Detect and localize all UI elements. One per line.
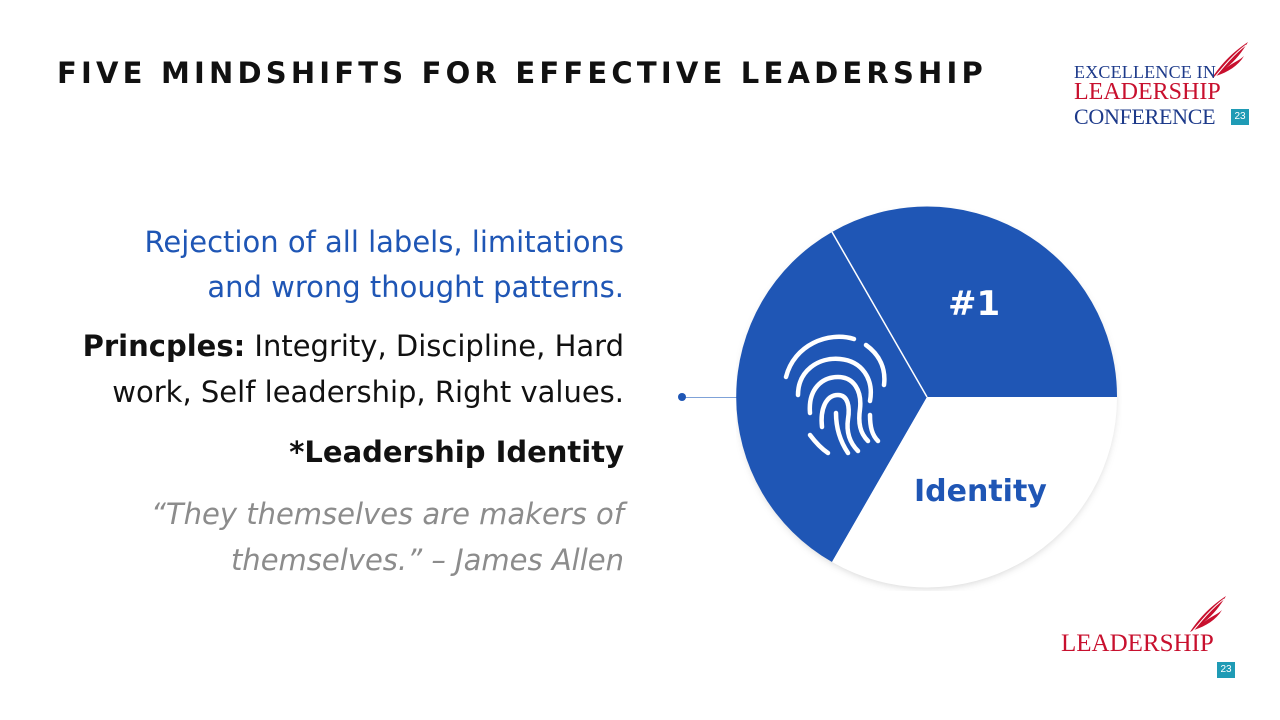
slide-title: FIVE MINDSHIFTS FOR EFFECTIVE LEADERSHIP bbox=[57, 56, 987, 90]
feather-icon bbox=[1190, 596, 1226, 633]
identity-pie-diagram bbox=[736, 206, 1118, 588]
connector-line bbox=[683, 397, 745, 398]
leadership-identity-label: *Leadership Identity bbox=[289, 435, 624, 469]
footer-year-badge: 23 bbox=[1217, 662, 1235, 678]
logo-line-excellence: EXCELLENCE IN bbox=[1074, 62, 1217, 82]
principles: Princples: Integrity, Discipline, Hard w… bbox=[83, 323, 624, 415]
footer-logo: LEADERSHIP 23 bbox=[1058, 594, 1238, 684]
principles-label: Princples: bbox=[82, 329, 246, 363]
pie-segment-number bbox=[832, 206, 1118, 397]
quote-line-2: themselves.” – James Allen bbox=[230, 543, 624, 577]
conference-logo: EXCELLENCE IN LEADERSHIP CONFERENCE 23 bbox=[1074, 40, 1254, 130]
tagline-line-2: and wrong thought patterns. bbox=[207, 270, 624, 304]
quote-line-1: “They themselves are makers of bbox=[150, 497, 624, 531]
logo-year-badge: 23 bbox=[1231, 109, 1249, 125]
principles-line-1-text: Integrity, Discipline, Hard bbox=[254, 329, 624, 363]
pie-divider bbox=[831, 231, 928, 398]
tagline-line-1: Rejection of all labels, limitations bbox=[144, 225, 624, 259]
pie-identity-label: Identity bbox=[914, 474, 1047, 509]
pie-number-label: #1 bbox=[948, 284, 1001, 324]
logo-line-leadership: LEADERSHIP bbox=[1074, 79, 1221, 105]
tagline: Rejection of all labels, limitations and… bbox=[145, 220, 624, 310]
footer-logo-word: LEADERSHIP bbox=[1061, 630, 1214, 657]
principles-line-1: Princples: Integrity, Discipline, Hard bbox=[83, 323, 624, 369]
pie-segment-identity bbox=[832, 397, 1118, 588]
feather-icon bbox=[1212, 42, 1248, 79]
quote: “They themselves are makers of themselve… bbox=[151, 491, 624, 583]
fingerprint-icon bbox=[783, 334, 887, 456]
principles-line-2: work, Self leadership, Right values. bbox=[112, 375, 624, 409]
logo-line-conference: CONFERENCE bbox=[1074, 104, 1216, 129]
connector-dot bbox=[678, 393, 686, 401]
